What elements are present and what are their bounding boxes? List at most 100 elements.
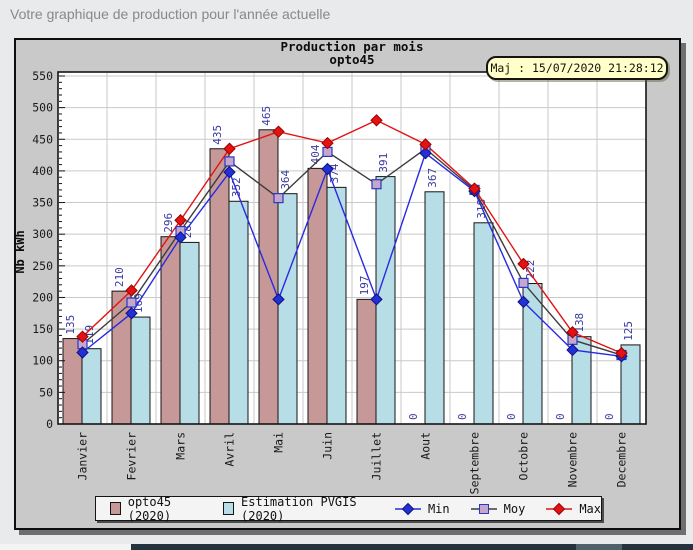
bar-opto45 [258,129,279,425]
bar-value-label: 435 [211,125,224,145]
y-axis-tick-label: 150 [32,322,53,336]
bar-value-label: 0 [456,413,469,420]
marker-diamond-min [76,346,89,359]
line-min [82,152,622,357]
marker-diamond-min [174,231,187,244]
legend-marker-diamond-icon [546,502,573,515]
chart-title-line2: opto45 [329,52,375,67]
bar-value-label: 296 [162,213,175,233]
y-axis-tick-label: 200 [32,290,53,304]
x-axis-month-label: Juin [321,432,335,460]
legend-marker-diamond-icon [394,502,421,515]
legend-item-moy: Moy [470,501,526,516]
marker-diamond-max [125,284,138,297]
y-axis-title: Nb kWh [13,230,27,273]
x-axis-month-label: Avril [223,432,237,467]
bottom-strip-segment [131,544,576,550]
chart-legend: opto45 (2020) Estimation PVGIS (2020) Min M… [95,495,602,523]
legend-item-max: Max [546,502,601,516]
x-axis-month-label: Juillet [370,432,384,480]
legend-marker [478,503,489,514]
bar-value-label: 0 [603,413,616,420]
marker-diamond-max [419,138,432,151]
bar-value-label: 210 [113,267,126,287]
marker-diamond-min [370,293,383,306]
marker-square-moy [371,179,382,190]
marker-diamond-max [468,182,481,195]
x-axis-month-label: Mai [272,432,286,453]
legend-label: Estimation PVGIS (2020) [241,494,357,523]
bar-value-label: 0 [505,413,518,420]
y-axis-tick-label: 550 [32,69,53,83]
bar-pvgis [473,222,494,425]
x-axis-month-label: Novembre [566,432,580,487]
marker-diamond-min [125,307,138,320]
bar-pvgis [424,191,445,425]
chart-title-line1: Production par mois [280,39,424,54]
bar-opto45 [209,148,230,425]
marker-diamond-max [615,346,628,360]
bar-value-label: 138 [573,313,586,333]
x-axis-month-label: Octobre [517,432,531,481]
bar-value-label: 391 [377,153,390,173]
marker-diamond-min [223,165,236,179]
bar-pvgis [277,193,298,425]
bar-opto45 [160,236,181,425]
y-axis-tick-label: 300 [32,227,53,241]
marker-diamond-max [566,326,579,339]
last-update-tooltip: Maj : 15/07/2020 21:28:12 [486,56,668,80]
marker-diamond-min [272,293,285,306]
bottom-strip [0,544,693,550]
y-axis-tick-label: 400 [32,164,53,178]
y-axis-tick-label: 50 [39,385,53,399]
bar-pvgis [81,348,102,425]
bar-value-label: 125 [622,321,635,341]
marker-square-moy [224,156,235,167]
chart-title: Production par mois opto45 [58,40,646,66]
page-title: Votre graphique de production pour l'ann… [10,6,331,22]
line-moy [82,147,622,356]
y-axis-tick-label: 450 [32,132,53,146]
marker-diamond-min [321,162,334,176]
y-axis-tick-label: 250 [32,259,53,273]
line-max [82,119,622,354]
x-axis-month-label: Fevrier [125,432,139,481]
bar-value-label: 404 [309,144,322,164]
marker-diamond-min [517,295,530,309]
bar-value-label: 367 [426,168,439,188]
marker-square-moy [273,193,284,204]
bottom-strip-segment [576,544,622,550]
bar-value-label: 197 [358,275,371,295]
bar-value-label: 465 [260,106,273,126]
bar-opto45 [356,298,377,425]
x-axis-month-label: Janvier [76,432,90,481]
bar-pvgis [228,200,249,425]
bar-value-label: 0 [407,413,420,420]
marker-diamond-max [223,142,236,155]
marker-diamond-max [321,136,334,150]
marker-diamond-max [517,257,530,271]
marker-diamond-min [566,343,579,357]
plot-frame [57,71,647,425]
bottom-strip-segment [622,544,693,550]
legend-item-opto45-2020-: opto45 (2020) [110,495,202,523]
x-axis-month-label: Mars [174,432,188,460]
marker-square-moy [518,277,529,289]
legend-marker [401,502,415,515]
bar-pvgis [130,316,151,425]
marker-diamond-min [419,146,432,160]
marker-diamond-max [76,330,89,343]
bar-value-label: 0 [554,413,567,420]
marker-diamond-max [370,114,383,127]
legend-label: Moy [503,501,526,516]
x-axis-month-label: Decembre [615,432,629,487]
legend-marker [553,502,566,515]
bar-pvgis [326,186,347,425]
legend-swatch-icon [110,502,121,515]
bar-value-label: 135 [64,315,77,335]
y-axis-tick-label: 0 [46,417,53,431]
legend-item-min: Min [394,502,450,516]
legend-item-estimation-pvgis-2020-: Estimation PVGIS (2020) [223,495,374,523]
legend-label: opto45 (2020) [127,494,172,523]
legend-marker-square-icon [470,503,497,514]
